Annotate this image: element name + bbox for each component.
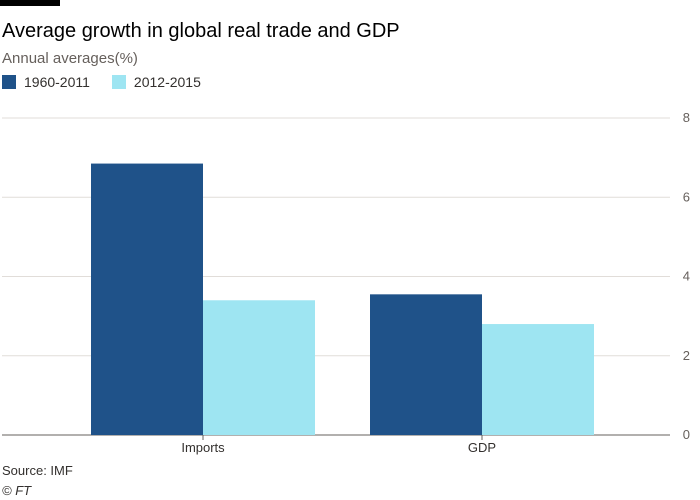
bar-gdp-series-2 [482,324,594,435]
bar-imports-series-1 [91,163,203,435]
bar-chart: 0 2 4 6 8 Imports GDP [2,110,690,455]
legend-item-series-2: 2012-2015 [111,74,201,90]
legend-item-series-1: 1960-2011 [2,74,90,90]
legend-label-series-1: 1960-2011 [24,74,90,90]
legend: 1960-2011 2012-2015 [2,74,201,90]
bar-gdp-series-1 [370,294,482,435]
y-tick-label: 6 [683,189,690,204]
legend-label-series-2: 2012-2015 [133,74,201,90]
legend-swatch-series-1 [2,75,16,89]
y-tick-label: 8 [683,110,690,125]
source-note: Source: IMF [2,463,73,478]
x-tick-label: GDP [468,440,496,455]
brand-bar [0,0,60,6]
y-tick-label: 0 [683,427,690,442]
legend-swatch-series-2 [111,75,126,89]
y-tick-label: 2 [683,348,690,363]
y-tick-label: 4 [683,269,690,284]
x-tick-label: Imports [181,440,225,455]
credit-note: © FT [2,483,32,498]
chart-title: Average growth in global real trade and … [2,20,400,42]
bar-imports-series-2 [203,300,315,435]
chart-subtitle: Annual averages(%) [2,50,138,67]
